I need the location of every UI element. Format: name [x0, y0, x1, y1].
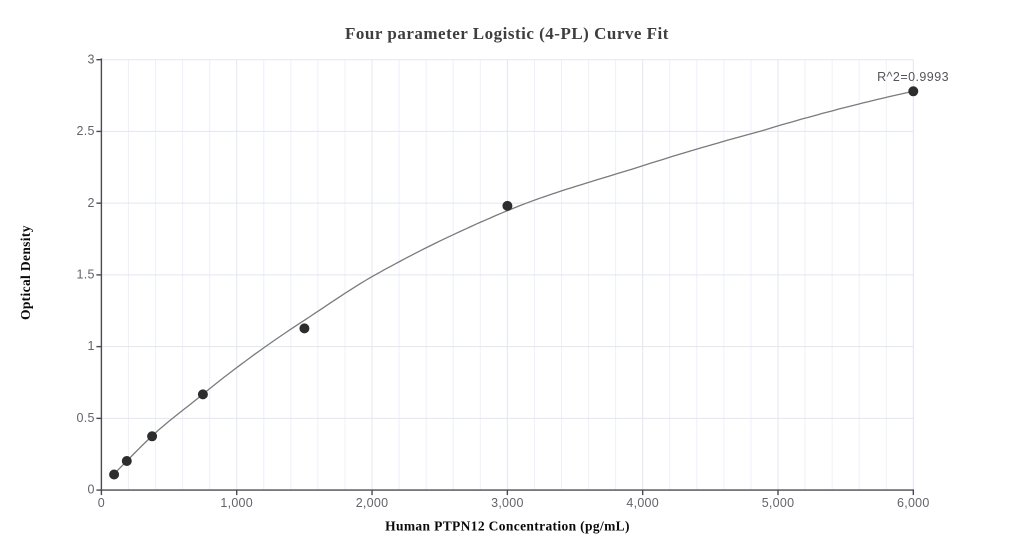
svg-text:4,000: 4,000 [626, 496, 659, 510]
svg-text:0.5: 0.5 [77, 411, 95, 425]
svg-text:5,000: 5,000 [762, 496, 795, 510]
svg-text:0: 0 [98, 496, 105, 510]
svg-text:3,000: 3,000 [491, 496, 524, 510]
svg-text:6,000: 6,000 [897, 496, 930, 510]
svg-text:R^2=0.9993: R^2=0.9993 [877, 70, 949, 84]
svg-text:Human PTPN12 Concentration (pg: Human PTPN12 Concentration (pg/mL) [385, 519, 630, 534]
svg-text:1: 1 [87, 339, 94, 353]
svg-text:1.5: 1.5 [77, 268, 95, 282]
svg-text:Four parameter Logistic (4-PL): Four parameter Logistic (4-PL) Curve Fit [345, 24, 669, 43]
svg-text:1,000: 1,000 [220, 496, 253, 510]
svg-text:2,000: 2,000 [356, 496, 389, 510]
svg-text:Optical Density: Optical Density [18, 225, 33, 320]
svg-text:2.5: 2.5 [77, 124, 95, 138]
svg-text:0: 0 [87, 483, 94, 497]
svg-text:2: 2 [87, 196, 94, 210]
svg-text:3: 3 [87, 52, 94, 66]
